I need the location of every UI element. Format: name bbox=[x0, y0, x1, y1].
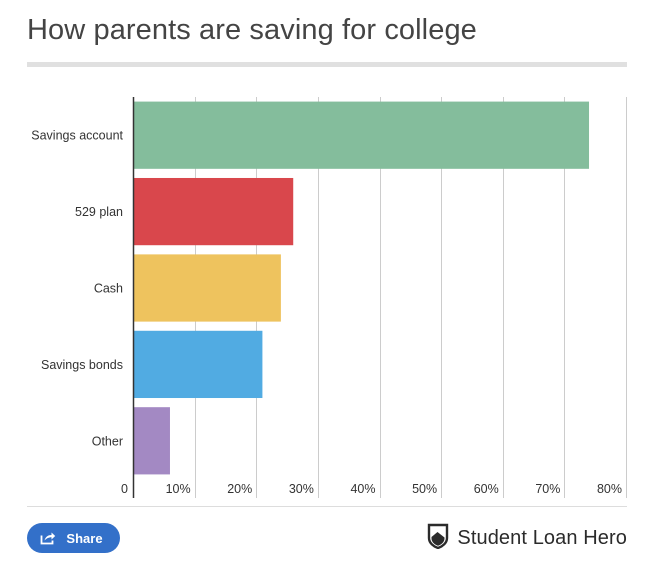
x-tick-label: 70% bbox=[535, 482, 560, 496]
share-button[interactable]: Share bbox=[27, 523, 120, 553]
brand-name: Student Loan Hero bbox=[457, 526, 627, 549]
bar bbox=[133, 101, 590, 169]
chart-title: How parents are saving for college bbox=[27, 14, 477, 46]
share-button-label: Share bbox=[66, 530, 103, 546]
footer-divider bbox=[27, 506, 627, 507]
x-tick-label: 20% bbox=[227, 482, 252, 496]
category-label: 529 plan bbox=[75, 205, 123, 219]
category-label: Savings account bbox=[31, 129, 123, 143]
category-label: Savings bonds bbox=[41, 358, 123, 372]
bar bbox=[133, 254, 281, 322]
x-tick-label: 50% bbox=[412, 482, 437, 496]
bar-chart: Savings account 529 plan Cash Savings bonds… bbox=[31, 97, 627, 498]
bar bbox=[133, 407, 170, 475]
x-tick-label: 80% bbox=[597, 482, 622, 496]
bars bbox=[133, 101, 590, 475]
shield-logo-icon bbox=[427, 523, 449, 554]
x-tick-label: 30% bbox=[289, 482, 314, 496]
brand-logo: Student Loan Hero bbox=[427, 521, 627, 555]
category-label: Other bbox=[92, 434, 123, 448]
title-divider bbox=[27, 62, 627, 67]
x-tick-label: 0 bbox=[121, 482, 128, 496]
category-label: Cash bbox=[94, 282, 123, 296]
x-tick-label: 60% bbox=[474, 482, 499, 496]
x-tick-label: 10% bbox=[166, 482, 191, 496]
bar bbox=[133, 177, 294, 246]
bar bbox=[133, 330, 263, 399]
x-tick-label: 40% bbox=[350, 482, 375, 496]
share-icon bbox=[40, 531, 56, 545]
labels: Savings account 529 plan Cash Savings bonds… bbox=[31, 129, 622, 496]
